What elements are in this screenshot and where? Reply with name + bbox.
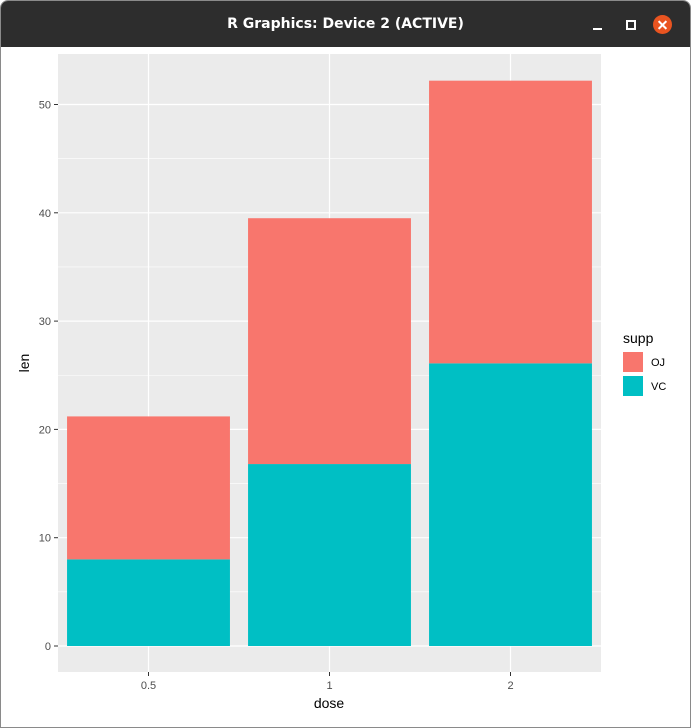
y-axis: 0 10 20 30 40 50 [39, 100, 58, 653]
bar-oj-dose-0-5 [67, 416, 230, 560]
x-axis-title: dose [314, 695, 345, 711]
x-tick-label: 1 [326, 680, 332, 692]
y-tick-label: 0 [45, 641, 51, 653]
x-tick-label: 0.5 [141, 680, 156, 692]
y-tick-label: 30 [39, 316, 51, 328]
legend-key-vc [623, 376, 643, 396]
y-axis-title: len [16, 354, 32, 373]
x-axis: 0.5 1 2 [141, 672, 514, 692]
bar-vc-dose-2 [429, 363, 592, 646]
bar-vc-dose-1 [248, 464, 411, 646]
maximize-icon[interactable] [621, 15, 639, 33]
legend: supp OJ VC [623, 330, 666, 396]
legend-title: supp [623, 330, 654, 346]
bar-oj-dose-2 [429, 80, 592, 364]
title-bar[interactable]: R Graphics: Device 2 (ACTIVE) [1, 1, 690, 47]
window-title: R Graphics: Device 2 (ACTIVE) [227, 16, 464, 32]
y-tick-label: 40 [39, 208, 51, 220]
minimize-icon[interactable] [589, 15, 607, 33]
bar-oj-dose-1 [248, 218, 411, 465]
x-tick-label: 2 [507, 680, 513, 692]
y-tick-label: 10 [39, 533, 51, 545]
legend-key-oj [623, 352, 643, 372]
bars [67, 80, 592, 646]
legend-label-vc: VC [651, 381, 666, 393]
y-tick-label: 20 [39, 424, 51, 436]
y-tick-label: 50 [39, 100, 51, 112]
stacked-bar-chart: 0 10 20 30 40 50 0.5 1 2 dose len supp OJ VC [16, 54, 666, 711]
bar-vc-dose-0-5 [67, 559, 230, 646]
legend-label-oj: OJ [651, 357, 665, 369]
close-icon[interactable] [653, 15, 672, 34]
